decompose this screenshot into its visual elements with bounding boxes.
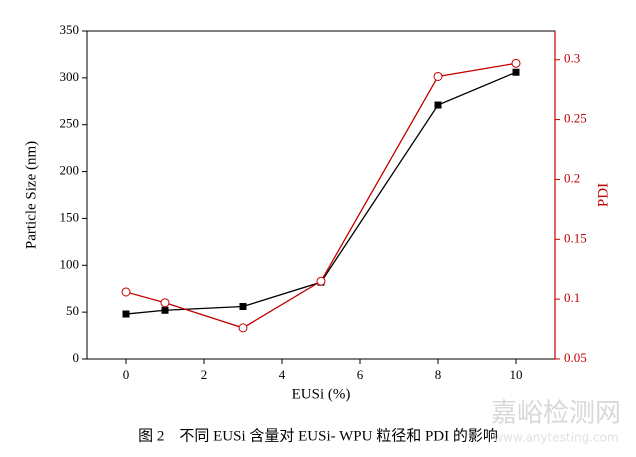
series-line: [125, 71, 517, 315]
marker: [160, 298, 170, 308]
watermark: 嘉峪检测网: [491, 399, 621, 429]
x-tick-label: 2: [201, 367, 208, 382]
x-tick-label: 8: [435, 367, 442, 382]
marker: [433, 71, 443, 81]
marker: [238, 323, 248, 333]
caption: 图 2 不同 EUSi 含量对 EUSi- WPU 粒径和 PDI 的影响: [138, 427, 498, 444]
y-tick-label: 250: [60, 116, 80, 131]
marker: [316, 276, 326, 286]
x-tick-label: 10: [510, 367, 523, 382]
y-tick-label: 200: [60, 163, 80, 178]
y-tick-label: 300: [60, 69, 80, 84]
x-tick-label: 0: [123, 367, 130, 382]
y2-tick-label: 0.05: [564, 350, 587, 365]
y-axis-title: Particle Size (nm): [23, 141, 39, 249]
y2-tick-label: 0.25: [564, 111, 587, 126]
marker: [434, 101, 442, 109]
watermark-url: www.anytesting.com: [493, 431, 618, 445]
plot-frame: [86, 30, 556, 360]
y-tick-label: 350: [60, 22, 80, 37]
series-line: [125, 62, 517, 329]
x-axis-title: EUSi (%): [292, 386, 351, 402]
marker: [512, 68, 520, 76]
y-tick-label: 150: [60, 209, 80, 224]
marker: [121, 287, 131, 297]
x-tick-label: 6: [357, 367, 364, 382]
marker: [239, 303, 247, 311]
y2-tick-label: 0.1: [564, 290, 580, 305]
y2-tick-label: 0.3: [564, 51, 580, 66]
marker: [122, 310, 130, 318]
marker: [511, 58, 521, 68]
marker: [161, 306, 169, 314]
y2-axis-title: PDI: [595, 183, 611, 207]
y2-tick-label: 0.2: [564, 170, 580, 185]
y2-tick-label: 0.15: [564, 230, 587, 245]
y-tick-label: 100: [60, 256, 80, 271]
y-tick-label: 50: [66, 303, 79, 318]
y-tick-label: 0: [73, 350, 80, 365]
x-tick-label: 4: [279, 367, 286, 382]
